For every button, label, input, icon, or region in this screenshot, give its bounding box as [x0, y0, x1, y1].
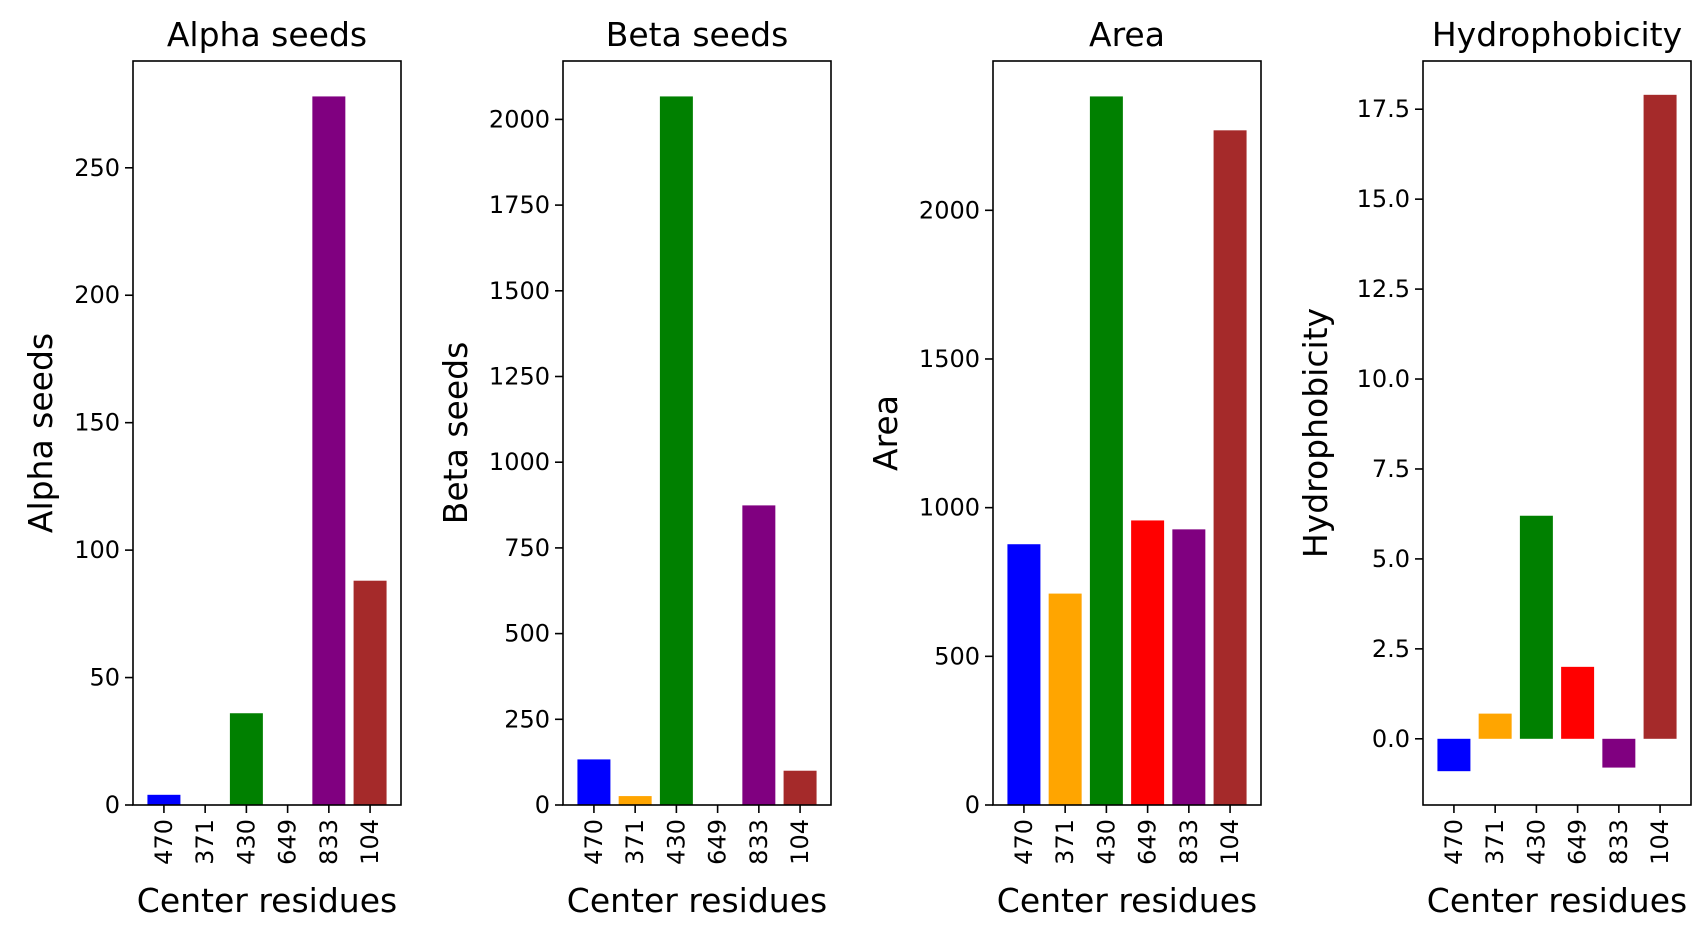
y-tick-label: 0 — [965, 791, 980, 819]
x-tick-label: 430 — [662, 819, 690, 865]
y-tick-label: 2.5 — [1372, 635, 1410, 663]
bar-833 — [1602, 738, 1636, 768]
y-tick-label: 1250 — [489, 362, 550, 390]
bar-104 — [783, 770, 817, 805]
y-axis-label: Hydrophobicity — [1296, 308, 1335, 558]
x-tick-label: 649 — [1564, 819, 1592, 865]
x-tick-label: 430 — [1092, 819, 1120, 865]
y-tick-label: 100 — [74, 536, 120, 564]
x-tick-label: 104 — [356, 819, 384, 865]
bar-649 — [1131, 520, 1165, 805]
bar-430 — [659, 96, 693, 805]
x-tick-label: 649 — [274, 819, 302, 865]
chart-title: Area — [1089, 15, 1165, 54]
chart-title: Hydrophobicity — [1432, 15, 1682, 54]
bar-470 — [1007, 544, 1041, 805]
y-tick-label: 2000 — [489, 105, 550, 133]
y-axis-label: Area — [866, 395, 905, 471]
y-tick-label: 250 — [74, 154, 120, 182]
bar-430 — [1089, 96, 1123, 805]
y-tick-label: 500 — [504, 620, 550, 648]
y-tick-label: 1500 — [919, 345, 980, 373]
x-tick-label: 470 — [150, 819, 178, 865]
y-tick-label: 0 — [105, 791, 120, 819]
plot-frame — [1422, 60, 1692, 806]
y-tick-label: 250 — [504, 705, 550, 733]
bar-470 — [1437, 738, 1471, 772]
y-tick-label: 150 — [74, 409, 120, 437]
y-tick-label: 500 — [934, 642, 980, 670]
y-tick-label: 1500 — [489, 277, 550, 305]
x-tick-label: 104 — [786, 819, 814, 865]
bar-430 — [229, 713, 263, 805]
x-tick-label: 371 — [1051, 819, 1079, 865]
x-tick-label: 833 — [1175, 819, 1203, 865]
x-tick-label: 649 — [704, 819, 732, 865]
x-tick-label: 470 — [1010, 819, 1038, 865]
x-tick-label: 371 — [621, 819, 649, 865]
bar-371 — [1478, 713, 1512, 739]
x-axis-label: Center residues — [567, 881, 827, 920]
y-tick-label: 1000 — [919, 494, 980, 522]
y-tick-label: 50 — [89, 664, 120, 692]
x-tick-label: 371 — [191, 819, 219, 865]
y-tick-label: 0 — [535, 791, 550, 819]
x-tick-label: 371 — [1481, 819, 1509, 865]
y-tick-label: 15.0 — [1357, 185, 1410, 213]
y-tick-label: 5.0 — [1372, 545, 1410, 573]
bar-649 — [1561, 666, 1595, 739]
plot-frame — [992, 60, 1262, 806]
bar-470 — [147, 794, 181, 805]
y-tick-label: 10.0 — [1357, 365, 1410, 393]
y-tick-label: 7.5 — [1372, 455, 1410, 483]
bar-371 — [618, 796, 652, 805]
x-tick-label: 833 — [1605, 819, 1633, 865]
y-tick-label: 750 — [504, 534, 550, 562]
bar-470 — [577, 759, 611, 805]
y-axis-label: Beta seeds — [436, 342, 475, 525]
x-tick-label: 649 — [1134, 819, 1162, 865]
y-tick-label: 17.5 — [1357, 95, 1410, 123]
x-tick-label: 833 — [745, 819, 773, 865]
x-tick-label: 104 — [1646, 819, 1674, 865]
plot-frame — [132, 60, 402, 806]
bar-371 — [1048, 593, 1082, 805]
y-tick-label: 0.0 — [1372, 725, 1410, 753]
x-tick-label: 430 — [1522, 819, 1550, 865]
x-tick-label: 104 — [1216, 819, 1244, 865]
chart-panel-2: 0 250 500 750 1000 1250 1500 1750 2000 470 371 430 6… — [436, 15, 832, 920]
chart-panel-3: 0 500 1000 1500 2000 470 371 430 649 833 104 Area Ce… — [866, 15, 1262, 920]
bar-833 — [742, 505, 776, 805]
x-axis-label: Center residues — [997, 881, 1257, 920]
y-tick-label: 1000 — [489, 448, 550, 476]
x-tick-label: 430 — [232, 819, 260, 865]
y-tick-label: 200 — [74, 281, 120, 309]
plot-frame — [562, 60, 832, 806]
x-tick-label: 470 — [580, 819, 608, 865]
chart-title: Beta seeds — [606, 15, 789, 54]
chart-panel-4: 0.0 2.5 5.0 7.5 10.0 12.5 15.0 17.5 470 371 430 649… — [1296, 15, 1692, 920]
x-tick-label: 833 — [315, 819, 343, 865]
bar-104 — [1213, 130, 1247, 806]
x-tick-label: 470 — [1440, 819, 1468, 865]
bar-833 — [312, 96, 346, 805]
bar-104 — [1643, 94, 1677, 739]
bar-430 — [1519, 515, 1553, 739]
y-tick-label: 1750 — [489, 191, 550, 219]
chart-panel-1: 0 50 100 150 200 250 470 371 430 649 833 104 Alpha s… — [21, 15, 402, 920]
bar-104 — [353, 580, 387, 805]
x-axis-label: Center residues — [137, 881, 397, 920]
x-axis-label: Center residues — [1427, 881, 1687, 920]
y-tick-label: 2000 — [919, 196, 980, 224]
chart-title: Alpha seeds — [167, 15, 367, 54]
y-axis-label: Alpha seeds — [21, 333, 60, 533]
y-tick-label: 12.5 — [1357, 275, 1410, 303]
bar-833 — [1172, 529, 1206, 805]
